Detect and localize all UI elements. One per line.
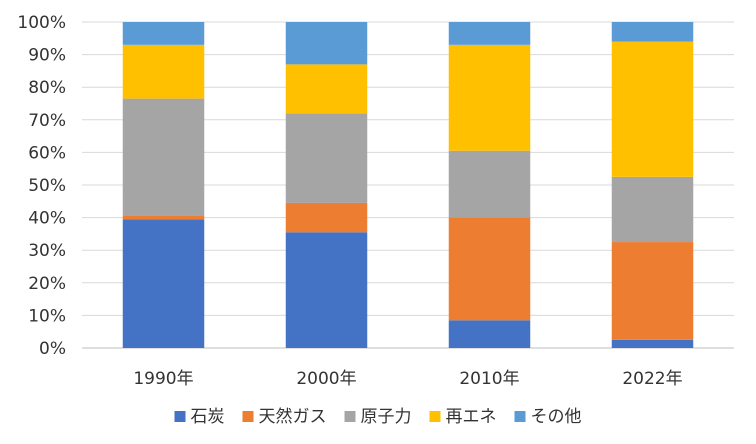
x-axis-tick-labels: 1990年 2000年 2010年 2022年 [133,369,682,389]
legend-item: その他 [514,407,582,427]
y-tick-label: 20% [28,274,66,294]
x-tick-label: 2010年 [459,369,519,389]
bar-segment [611,339,694,348]
bar-segment [285,22,368,65]
bar-segment [122,215,205,220]
x-tick-label: 2022年 [622,369,682,389]
y-tick-label: 90% [28,46,66,66]
y-tick-label: 30% [28,241,66,261]
bar-segment [122,98,205,216]
bar-segment [122,22,205,45]
bar-segment [448,150,531,218]
y-tick-label: 0% [39,339,66,359]
bar-segment [611,41,694,177]
bar-segment [448,44,531,151]
legend-label: 石炭 [191,407,225,427]
y-tick-label: 40% [28,209,66,229]
y-tick-label: 80% [28,78,66,98]
legend-item: 石炭 [174,407,225,427]
bar-segment [611,176,694,243]
legend-label: 天然ガス [259,407,327,427]
y-tick-label: 60% [28,143,66,163]
legend-label: 再エネ [446,407,497,427]
bar-segment [122,219,205,348]
x-tick-label: 1990年 [133,369,193,389]
bar-segment [448,320,531,348]
legend-item: 原子力 [344,407,412,427]
y-tick-label: 100% [17,13,66,33]
legend: 石炭 天然ガス 原子力 再エネ その他 [174,407,582,427]
legend-swatch [242,411,254,422]
bar-segment [285,202,368,233]
legend-swatch [429,411,441,422]
bar-segment [611,22,694,42]
bar-segment [611,242,694,340]
legend-item: 天然ガス [242,407,327,427]
bars [122,22,694,348]
bar-segment [122,44,205,99]
y-axis-tick-labels: 0% 10% 20% 30% 40% 50% 60% 70% 80% 90% 100% [17,13,66,359]
legend-swatch [514,411,526,422]
bar-segment [285,113,368,203]
legend-swatch [174,411,186,422]
bar-segment [285,232,368,348]
legend-label: 原子力 [361,407,412,427]
y-tick-label: 70% [28,111,66,131]
bar-segment [448,217,531,321]
legend-swatch [344,411,356,422]
y-tick-label: 50% [28,176,66,196]
bar-segment [448,22,531,45]
y-tick-label: 10% [28,306,66,326]
x-tick-label: 2000年 [296,369,356,389]
bar-segment [285,64,368,114]
legend-item: 再エネ [429,407,497,427]
legend-label: その他 [531,407,582,427]
